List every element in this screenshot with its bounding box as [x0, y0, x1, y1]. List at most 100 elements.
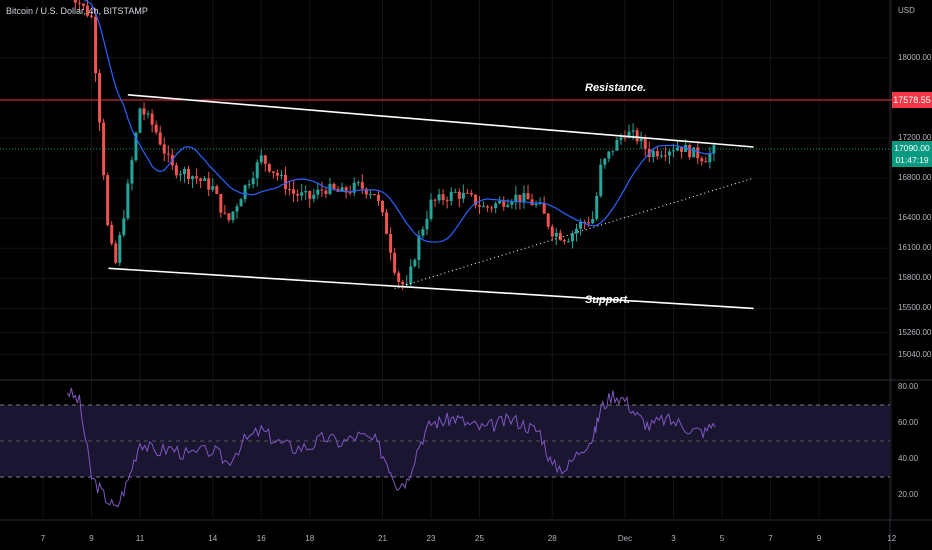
- candle-body: [243, 185, 247, 200]
- candle-body: [490, 207, 494, 209]
- candle-body: [110, 225, 114, 244]
- candle-body: [393, 252, 397, 273]
- candle-body: [352, 182, 356, 193]
- candle-body: [510, 201, 514, 205]
- candle-body: [696, 147, 700, 159]
- candle-body: [90, 15, 93, 17]
- candle-body: [263, 155, 267, 164]
- time-tick-label: 3: [671, 534, 676, 543]
- price-tick-label: 16400.00: [898, 213, 932, 223]
- candle-body: [239, 199, 243, 207]
- candle-body: [320, 189, 324, 191]
- candle-body: [619, 137, 623, 140]
- candle-body: [566, 241, 570, 243]
- candle-body: [627, 131, 631, 138]
- time-tick-label: 11: [135, 534, 145, 543]
- candle-body: [554, 232, 558, 237]
- candle-body: [134, 132, 138, 161]
- candle-body: [227, 213, 231, 220]
- candle-body: [595, 195, 599, 220]
- rsi-pane[interactable]: [0, 387, 890, 508]
- candle-body: [231, 211, 235, 220]
- candle-body: [207, 178, 211, 190]
- time-tick-label: 28: [547, 534, 557, 543]
- currency-label: USD: [898, 6, 915, 15]
- candle-body: [429, 199, 433, 219]
- price-tick-label: 17200.00: [898, 132, 932, 142]
- candle-body: [300, 192, 304, 196]
- price-tick-label: 15800.00: [898, 273, 932, 283]
- candle-body: [611, 150, 615, 152]
- candle-body: [223, 212, 227, 214]
- candle-body: [397, 272, 401, 282]
- trendlines[interactable]: [108, 94, 754, 310]
- candle-body: [130, 160, 134, 184]
- candle-body: [672, 150, 675, 152]
- candle-body: [275, 172, 279, 176]
- trendline-support: [108, 267, 754, 310]
- candle-body: [623, 137, 627, 139]
- candle-body: [667, 151, 671, 156]
- candle-body: [279, 174, 283, 176]
- price-tick-label: 15500.00: [898, 303, 932, 313]
- candle-body: [615, 139, 619, 151]
- candle-body: [546, 213, 550, 227]
- candle-body: [587, 222, 591, 224]
- candle-body: [385, 212, 389, 234]
- candle-body: [195, 176, 199, 179]
- trendline-resistance: [127, 94, 754, 148]
- candle-body: [126, 183, 130, 219]
- candle-body: [712, 145, 716, 154]
- candle-body: [445, 200, 449, 202]
- candle-body: [579, 221, 583, 229]
- time-tick-label: 23: [426, 534, 436, 543]
- candle-body: [663, 155, 667, 157]
- countdown-timer: 01:47:19: [895, 155, 929, 165]
- candle-body: [106, 175, 110, 226]
- candle-body: [247, 184, 251, 186]
- candle-body: [591, 219, 595, 224]
- candle-body: [494, 203, 498, 208]
- candle-body: [704, 161, 708, 163]
- candle-body: [94, 16, 98, 74]
- candle-body: [534, 203, 538, 206]
- candle-body: [364, 188, 368, 195]
- candle-body: [376, 194, 380, 201]
- candle-body: [191, 176, 195, 180]
- candle-body: [708, 153, 712, 163]
- candle-body: [271, 171, 275, 173]
- candle-body: [146, 113, 150, 115]
- last-price-value: 17090.00: [894, 143, 930, 153]
- rsi-tick-label: 20.00: [898, 490, 919, 499]
- candle-body: [498, 200, 502, 204]
- price-tick-label: 15040.00: [898, 349, 932, 359]
- candle-body: [502, 200, 506, 207]
- candle-body: [676, 147, 680, 151]
- time-tick-label: 9: [89, 534, 94, 543]
- time-tick-label: 12: [887, 534, 897, 543]
- candle-body: [526, 193, 530, 200]
- candle-body: [457, 191, 461, 199]
- candle-body: [473, 194, 477, 206]
- time-tick-label: Dec: [617, 534, 633, 543]
- time-tick-label: 21: [378, 534, 387, 543]
- candle-body: [102, 122, 106, 176]
- candle-body: [550, 226, 554, 237]
- candle-body: [413, 259, 417, 267]
- candle-body: [421, 229, 425, 236]
- candle-body: [187, 169, 190, 180]
- candle-body: [267, 163, 271, 172]
- candles[interactable]: [66, 0, 716, 290]
- candle-body: [684, 145, 688, 152]
- candle-body: [562, 240, 566, 242]
- price-tick-label: 18000.00: [898, 52, 932, 62]
- candle-body: [518, 194, 522, 202]
- candle-body: [332, 183, 336, 189]
- candle-body: [199, 178, 203, 181]
- candle-body: [639, 138, 643, 142]
- candle-body: [158, 132, 162, 145]
- candle-body: [409, 266, 413, 284]
- time-tick-label: 25: [475, 534, 484, 543]
- candle-body: [162, 144, 166, 154]
